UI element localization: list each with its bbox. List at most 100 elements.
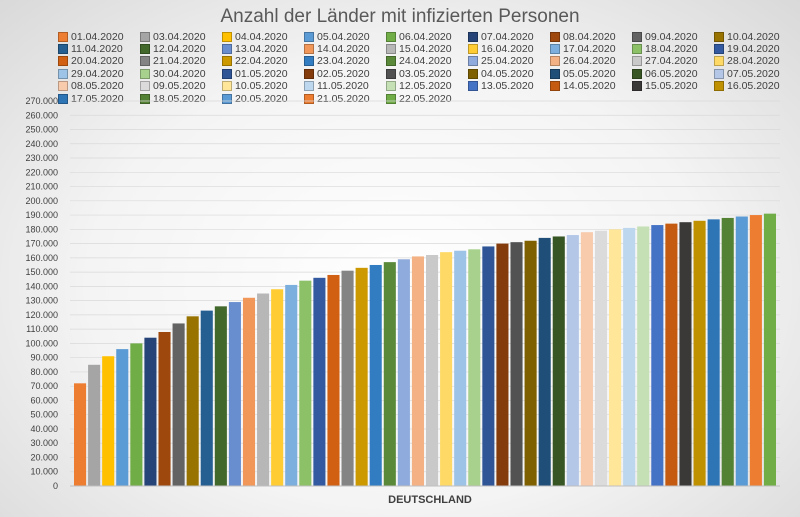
y-tick-label: 160.000: [25, 253, 58, 263]
legend-item: 02.05.2020: [304, 67, 370, 80]
legend-label: 06.04.2020: [399, 30, 452, 43]
bar: [186, 316, 199, 486]
legend-swatch: [58, 31, 68, 42]
bar: [242, 297, 256, 486]
legend-item: 03.04.2020: [140, 30, 206, 43]
legend-label: 05.04.2020: [317, 30, 370, 43]
legend-item: 12.04.2020: [140, 42, 206, 55]
legend-item: 19.04.2020: [714, 42, 780, 55]
bar: [116, 349, 129, 486]
legend-item: 01.05.2020: [222, 67, 288, 80]
y-tick-label: 110.000: [26, 324, 58, 334]
y-tick-label: 120.000: [25, 310, 58, 320]
legend-swatch: [632, 31, 642, 42]
legend-label: 07.04.2020: [481, 30, 534, 43]
legend-label: 09.05.2020: [153, 80, 206, 93]
bar: [158, 332, 171, 486]
legend-swatch: [304, 31, 314, 42]
legend-swatch: [386, 81, 396, 92]
y-tick-label: 0: [53, 481, 58, 491]
y-tick-label: 250.000: [25, 125, 58, 135]
chart-legend: 01.04.2020 03.04.2020 04.04.2020 05.04.2020…: [58, 30, 798, 105]
bar: [679, 222, 692, 486]
bar: [144, 337, 157, 486]
legend-label: 29.04.2020: [71, 67, 124, 80]
legend-label: 11.05.2020: [317, 80, 369, 93]
legend-item: 05.05.2020: [550, 67, 616, 80]
legend-item: 06.05.2020: [632, 67, 698, 80]
legend-label: 24.04.2020: [399, 55, 452, 68]
bar: [454, 250, 467, 486]
legend-label: 04.04.2020: [235, 30, 288, 43]
legend-label: 03.05.2020: [399, 67, 452, 80]
legend-item: 11.04.2020: [58, 42, 123, 55]
bar: [271, 289, 284, 486]
bar: [609, 229, 622, 486]
legend-swatch: [386, 68, 396, 79]
legend-swatch: [304, 56, 314, 67]
legend-label: 06.05.2020: [645, 67, 698, 80]
legend-label: 22.05.2020: [399, 92, 452, 105]
legend-label: 20.04.2020: [71, 55, 124, 68]
legend-item: 25.04.2020: [468, 55, 534, 68]
legend-swatch: [140, 68, 150, 79]
legend-label: 23.04.2020: [317, 55, 370, 68]
legend-label: 17.05.2020: [71, 92, 124, 105]
y-tick-label: 130.000: [25, 296, 58, 306]
y-tick-label: 30.000: [30, 438, 58, 448]
legend-item: 04.04.2020: [222, 30, 288, 43]
legend-item: 08.04.2020: [550, 30, 616, 43]
legend-item: 07.05.2020: [714, 67, 780, 80]
legend-label: 10.04.2020: [727, 30, 780, 43]
bar: [426, 255, 439, 486]
bar: [257, 293, 270, 486]
legend-swatch: [714, 43, 724, 54]
legend-item: 16.04.2020: [468, 42, 534, 55]
y-tick-label: 200.000: [25, 196, 58, 206]
legend-item: 09.04.2020: [632, 30, 698, 43]
legend-label: 27.04.2020: [645, 55, 698, 68]
legend-swatch: [222, 43, 232, 54]
legend-label: 28.04.2020: [727, 55, 780, 68]
legend-label: 21.05.2020: [317, 92, 370, 105]
legend-swatch: [386, 56, 396, 67]
legend-label: 18.04.2020: [645, 42, 698, 55]
legend-swatch: [222, 81, 232, 92]
legend-swatch: [140, 81, 150, 92]
legend-item: 28.04.2020: [714, 55, 780, 68]
bar: [355, 267, 368, 486]
legend-swatch: [304, 81, 314, 92]
legend-item: 22.05.2020: [386, 92, 452, 105]
legend-item: 26.04.2020: [550, 55, 616, 68]
legend-swatch: [58, 81, 68, 92]
legend-label: 16.04.2020: [481, 42, 534, 55]
legend-swatch: [386, 93, 396, 104]
legend-label: 13.04.2020: [235, 42, 288, 55]
legend-item: 30.04.2020: [140, 67, 206, 80]
legend-swatch: [58, 56, 68, 67]
legend-item: 14.05.2020: [550, 80, 616, 93]
x-axis-label: DEUTSCHLAND: [388, 494, 472, 506]
legend-item: 08.05.2020: [58, 80, 124, 93]
legend-swatch: [714, 31, 724, 42]
legend-swatch: [140, 43, 150, 54]
legend-item: 03.05.2020: [386, 67, 452, 80]
legend-label: 26.04.2020: [563, 55, 616, 68]
legend-item: 21.05.2020: [304, 92, 370, 105]
bar: [538, 237, 551, 486]
legend-item: 13.04.2020: [222, 42, 288, 55]
bar: [496, 243, 509, 486]
bar: [285, 284, 298, 486]
legend-item: 21.04.2020: [140, 55, 206, 68]
bar: [102, 356, 115, 486]
bar: [594, 230, 608, 486]
bar: [327, 274, 340, 486]
bar: [623, 227, 636, 486]
legend-swatch: [222, 93, 232, 104]
legend-item: 09.05.2020: [140, 80, 206, 93]
legend-swatch: [140, 93, 150, 104]
legend-label: 22.04.2020: [235, 55, 288, 68]
legend-label: 25.04.2020: [481, 55, 534, 68]
bar: [440, 252, 453, 486]
legend-swatch: [468, 43, 478, 54]
